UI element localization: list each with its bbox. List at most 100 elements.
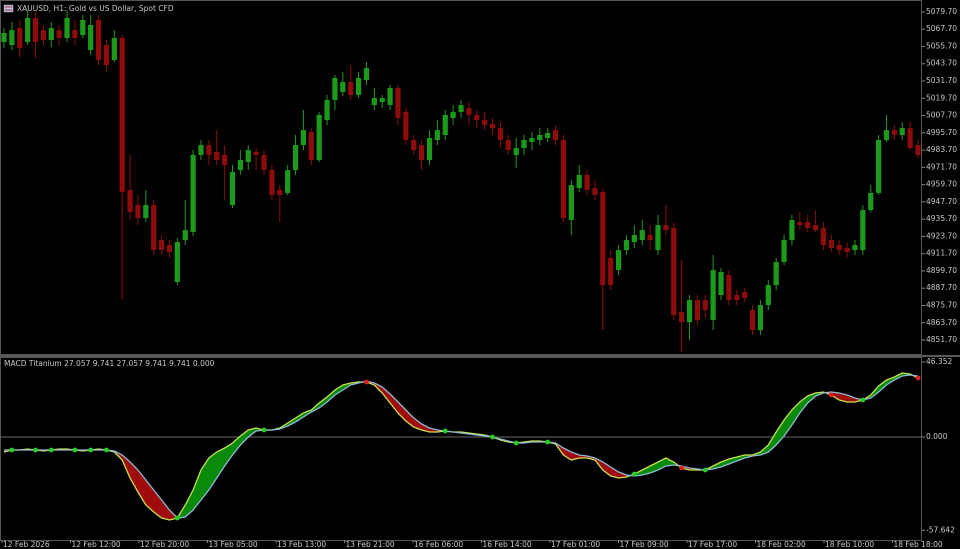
candle-body — [48, 28, 54, 41]
x-tick-label: 18 Feb 10:00 — [825, 540, 874, 549]
candle-body — [529, 137, 535, 143]
candle-body — [576, 174, 582, 189]
candle-body — [883, 130, 890, 141]
candle-body — [324, 100, 330, 121]
candle-body — [253, 151, 259, 155]
icon — [3, 4, 14, 13]
candle-body — [229, 171, 236, 206]
candle-body — [442, 114, 448, 135]
candle-body — [749, 310, 756, 331]
candle-body — [876, 140, 882, 193]
y-tick-label: 5055.70 — [926, 41, 957, 50]
cross-dot — [442, 428, 448, 434]
candle-body — [25, 17, 31, 43]
candle-body — [363, 68, 370, 81]
cross-dot — [631, 471, 637, 477]
candle-body — [135, 205, 141, 219]
candle-body — [206, 145, 212, 155]
candle-body — [560, 140, 567, 219]
candle-body — [671, 228, 677, 315]
candle-body — [222, 154, 228, 166]
candle-body — [190, 154, 196, 232]
candle-body — [844, 248, 850, 252]
candle-body — [403, 111, 409, 141]
candle-body — [466, 108, 472, 115]
cross-dot — [679, 465, 685, 471]
candle-body — [261, 154, 267, 171]
x-tick-label: 13 Feb 21:00 — [346, 540, 395, 549]
candle-body — [805, 222, 811, 229]
candle-body — [789, 220, 795, 241]
price-panel-frame — [0, 0, 922, 355]
cross-dot — [860, 397, 866, 403]
y-tick-label: 5007.70 — [926, 111, 957, 120]
candle-body — [450, 111, 456, 118]
chart-title: XAUUSD, H1: Gold vs US Dollar, Spot CFD — [17, 4, 174, 13]
candle-body — [395, 88, 401, 118]
candle-body — [812, 225, 819, 231]
candle-body — [552, 130, 559, 141]
candle-body — [742, 291, 748, 299]
candle-body — [868, 192, 874, 211]
candle-body — [836, 245, 842, 251]
candle-body — [726, 274, 732, 301]
candle-body — [852, 245, 858, 251]
x-tick-label: 13 Feb 05:00 — [209, 540, 258, 549]
candle-body — [600, 191, 606, 286]
cross-dot — [915, 375, 921, 381]
candle-body — [734, 294, 740, 301]
y-tick-label: 4911.70 — [926, 249, 957, 258]
candle-body — [686, 300, 693, 323]
candle-body — [860, 210, 866, 251]
candle-body — [505, 140, 511, 151]
x-tick-label: 18 Feb 02:00 — [757, 540, 806, 549]
y-tick-label: 5067.70 — [926, 24, 957, 33]
candle-body — [513, 148, 519, 155]
y-tick-label: 4983.70 — [926, 145, 957, 154]
cross-dot — [364, 379, 369, 385]
candle-body — [474, 114, 480, 121]
candle-body — [899, 128, 905, 135]
cross-dot — [702, 467, 708, 473]
cross-dot — [828, 392, 834, 398]
candle-body — [781, 240, 787, 263]
candle-body — [623, 240, 630, 251]
candle-body — [95, 20, 102, 61]
candle-body — [702, 300, 708, 311]
candle-body — [332, 77, 338, 101]
macd-panel-frame — [0, 357, 922, 541]
y-tick-label: 4971.70 — [926, 162, 957, 171]
candle-body — [198, 145, 204, 155]
candle-body — [426, 137, 433, 161]
symbol-icon — [3, 4, 14, 13]
candle-body — [631, 234, 637, 243]
candle-body — [119, 37, 125, 192]
cross-dot — [104, 447, 109, 453]
x-tick-label: 17 Feb 09:00 — [620, 540, 669, 549]
candle-body — [497, 128, 503, 141]
candle-body — [663, 225, 669, 231]
candle-body — [434, 130, 440, 141]
y-tick-label: 4875.70 — [926, 300, 957, 309]
candle-body — [348, 82, 354, 95]
candle-body — [1, 32, 7, 43]
candle-body — [143, 205, 149, 219]
x-tick-label: 12 Feb 2026 — [3, 540, 50, 549]
y-tick-label: 5043.70 — [926, 59, 957, 68]
y-tick-label: 0.000 — [926, 432, 948, 441]
candle-body — [237, 160, 243, 171]
candle-body — [545, 132, 551, 138]
cross-dot — [261, 427, 267, 433]
candle-body — [72, 30, 78, 38]
candle-body — [387, 88, 393, 106]
candle-body — [245, 150, 251, 163]
candle-body — [277, 189, 283, 195]
y-tick-label: 4995.70 — [926, 128, 957, 137]
y-tick-label: 46.352 — [926, 357, 952, 366]
y-tick-label: 4863.70 — [926, 318, 957, 327]
candle-body — [647, 234, 653, 241]
candle-body — [56, 30, 62, 38]
x-tick-label: 12 Feb 20:00 — [140, 540, 189, 549]
